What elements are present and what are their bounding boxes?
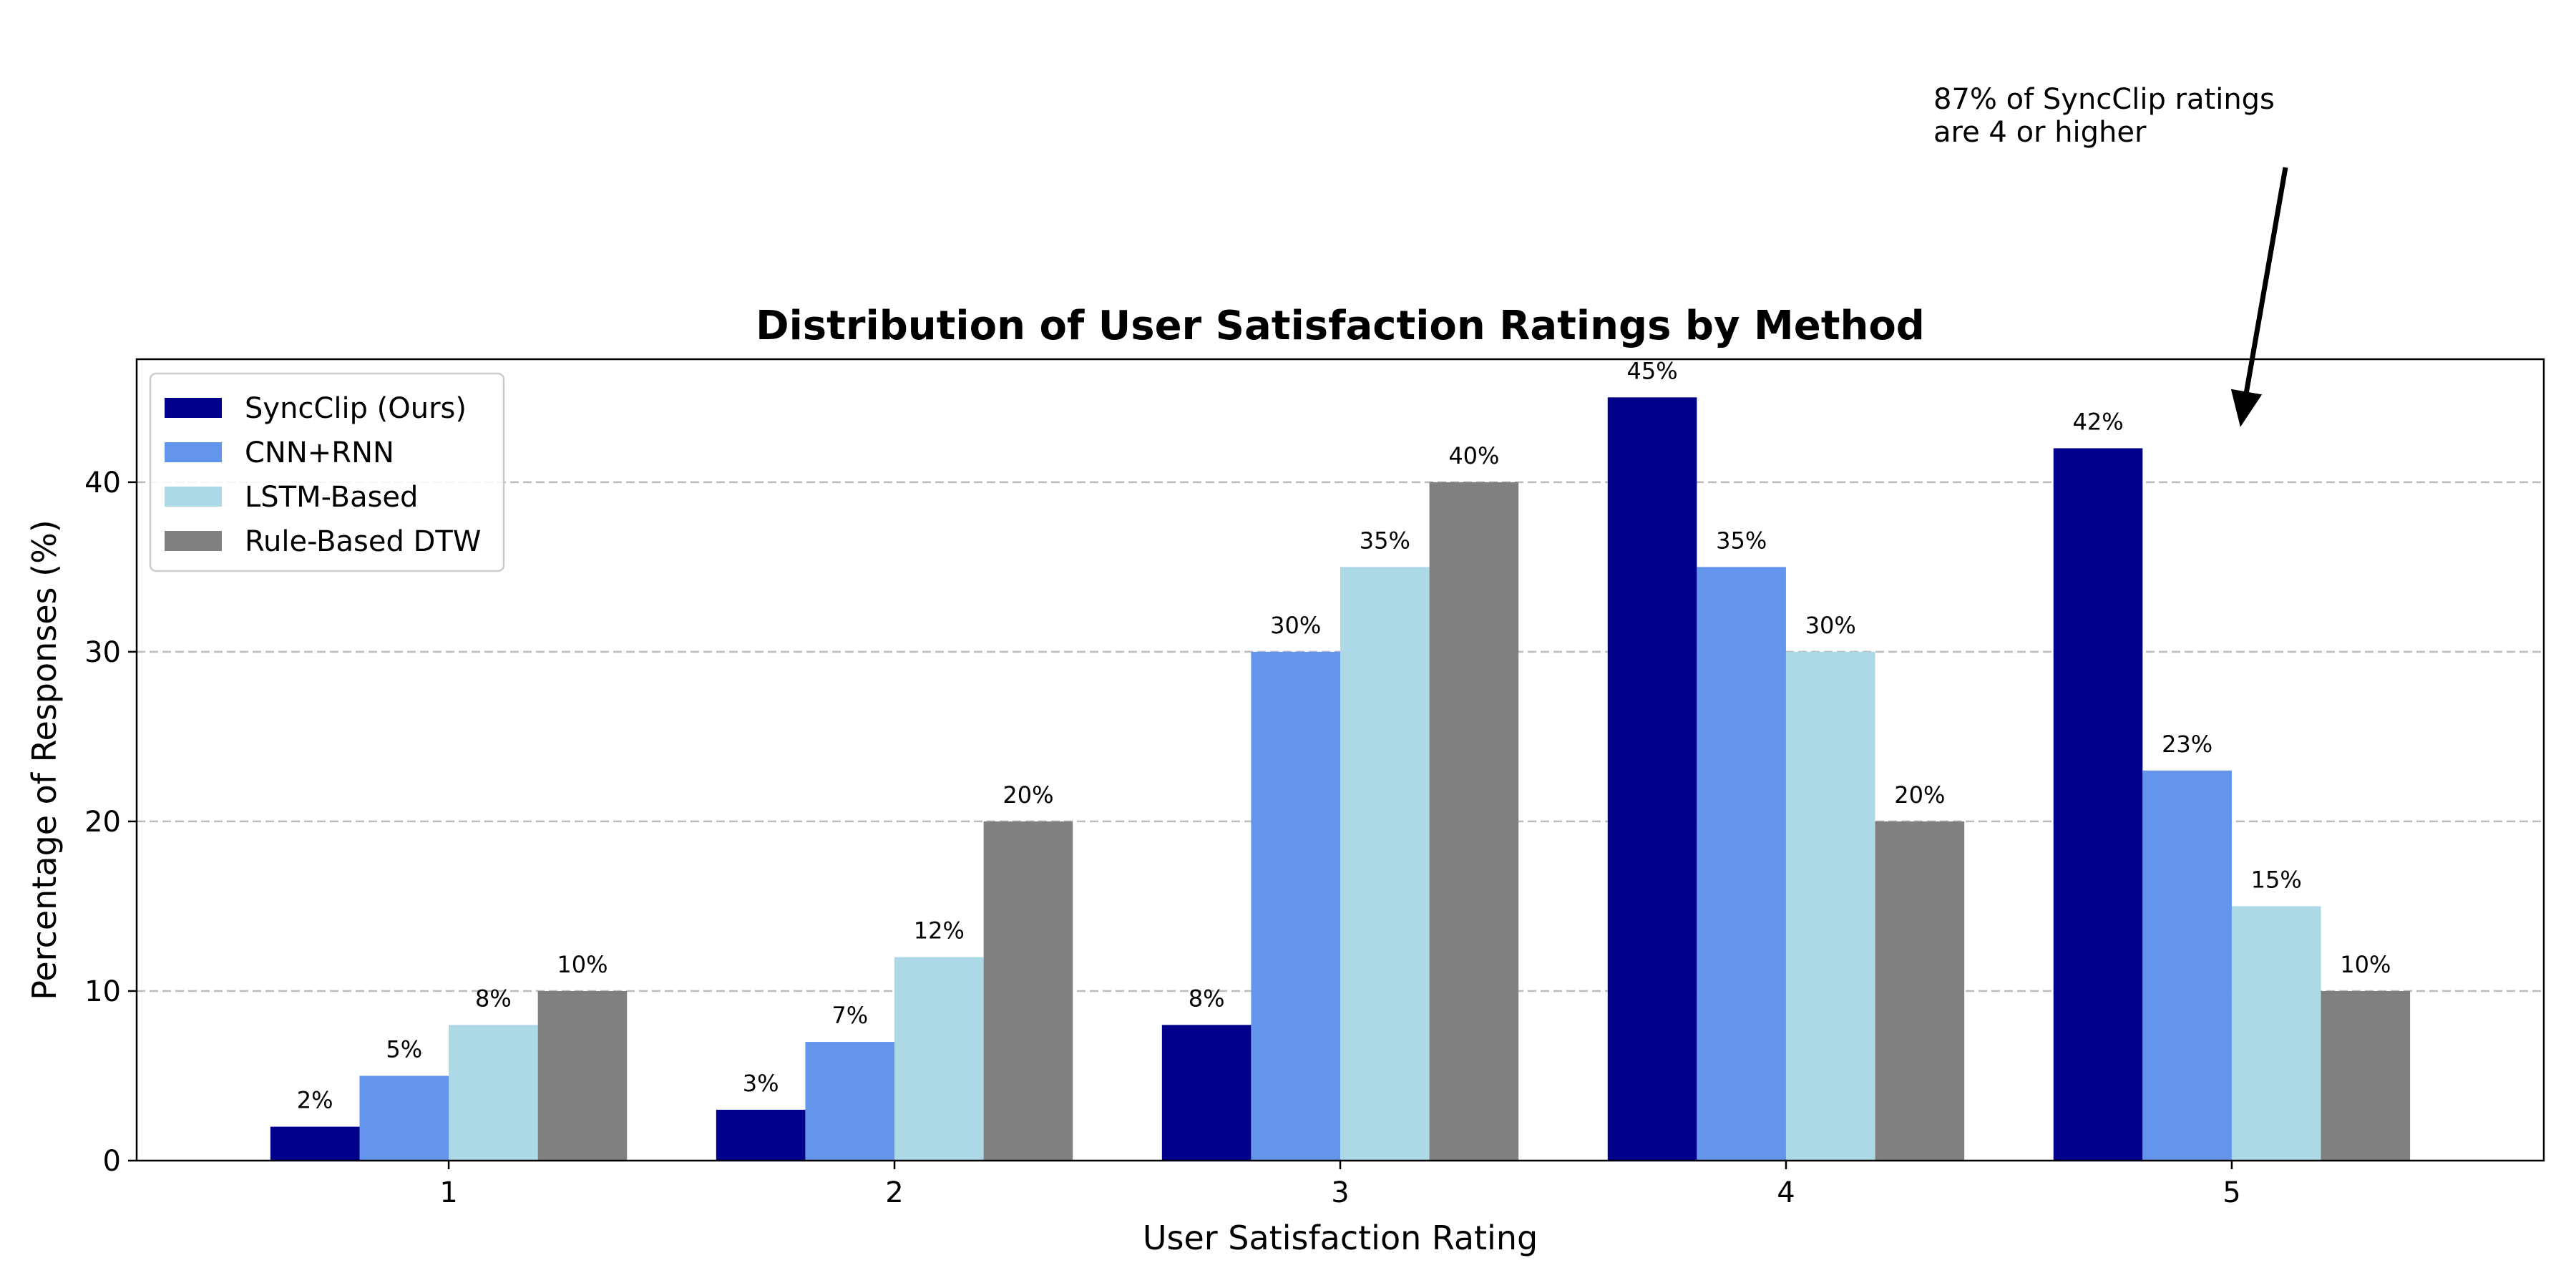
x-tick-label: 5: [2223, 1176, 2240, 1209]
legend-label: CNN+RNN: [245, 436, 394, 469]
y-tick-label: 40: [84, 467, 121, 499]
legend-label: SyncClip (Ours): [245, 392, 467, 425]
bar-value-label: 30%: [1805, 612, 1856, 639]
bar: [894, 957, 984, 1161]
bar: [359, 1075, 449, 1161]
bar-value-label: 3%: [743, 1070, 779, 1097]
annotation-arrow-head-icon: [2230, 389, 2263, 427]
bar-value-label: 35%: [1360, 527, 1410, 554]
legend-swatch: [165, 531, 222, 551]
bar: [1785, 651, 1875, 1161]
y-tick-label: 0: [103, 1145, 121, 1178]
bar-value-label: 15%: [2251, 866, 2302, 893]
bar-value-label: 42%: [2072, 408, 2123, 435]
bar-value-label: 8%: [475, 985, 512, 1012]
bar-value-label: 7%: [831, 1002, 868, 1029]
bar: [1429, 482, 1519, 1161]
x-axis-label: User Satisfaction Rating: [1143, 1219, 1538, 1257]
y-tick-label: 20: [84, 806, 121, 839]
bar-value-label: 20%: [1894, 781, 1945, 809]
annotation-arrow-shaft: [2244, 167, 2288, 393]
annotation: 87% of SyncClip ratings are 4 or higher: [1933, 83, 2288, 427]
bar: [1875, 821, 1965, 1161]
legend-label: Rule-Based DTW: [245, 525, 481, 558]
bar-value-label: 2%: [297, 1087, 333, 1114]
data-labels-layer: 2% 3% 8% 45% 42% 5% 7% 30% 35% 23% 8% 12% 35% 30% 15% 1…: [297, 357, 2391, 1113]
bar-value-label: 45%: [1627, 357, 1678, 384]
bars-layer: [270, 397, 2411, 1161]
x-tick-label: 4: [1777, 1176, 1795, 1209]
bar: [983, 821, 1073, 1161]
bar: [1340, 567, 1430, 1161]
legend: SyncClip (Ours) CNN+RNN LSTM-Based Rule-Bas…: [149, 372, 505, 572]
y-tick-label: 10: [84, 975, 121, 1008]
bar: [716, 1109, 806, 1161]
y-tick-label: 30: [84, 636, 121, 669]
legend-swatch: [165, 487, 222, 507]
axes-layer: 0 10 20 30 40 1 2 3 4 5: [84, 467, 2241, 1209]
legend-label: LSTM-Based: [245, 481, 418, 514]
bar-value-label: 30%: [1270, 612, 1321, 639]
bar-value-label: 5%: [386, 1035, 422, 1063]
annotation-text-line-1: 87% of SyncClip ratings: [1933, 83, 2275, 116]
x-tick-label: 3: [1331, 1176, 1349, 1209]
bar-value-label: 20%: [1002, 781, 1053, 809]
bar: [1607, 397, 1697, 1161]
legend-swatch: [165, 442, 222, 462]
bar: [1161, 1025, 1252, 1161]
bar: [537, 990, 628, 1161]
x-tick-label: 2: [885, 1176, 903, 1209]
bar: [2053, 448, 2143, 1161]
legend-swatch: [165, 398, 222, 418]
bar-value-label: 8%: [1189, 985, 1225, 1012]
bar: [1697, 567, 1786, 1161]
annotation-text-line-2: are 4 or higher: [1933, 116, 2147, 149]
bar: [2142, 770, 2232, 1161]
bar: [1251, 651, 1340, 1161]
bar-value-label: 10%: [557, 951, 608, 978]
chart-title: Distribution of User Satisfaction Rating…: [756, 303, 1925, 349]
bar-value-label: 23%: [2162, 731, 2212, 758]
y-axis-label: Percentage of Responses (%): [25, 519, 64, 1000]
bar-value-label: 12%: [914, 917, 965, 945]
bar-value-label: 35%: [1716, 527, 1767, 554]
bar: [270, 1126, 360, 1161]
legend-box: [149, 372, 505, 572]
bar: [2321, 990, 2411, 1161]
bar: [805, 1042, 895, 1161]
x-tick-label: 1: [439, 1176, 457, 1209]
bar-value-label: 10%: [2340, 951, 2391, 978]
bar: [449, 1025, 538, 1161]
bar-value-label: 40%: [1448, 442, 1499, 469]
bar: [2231, 906, 2321, 1161]
